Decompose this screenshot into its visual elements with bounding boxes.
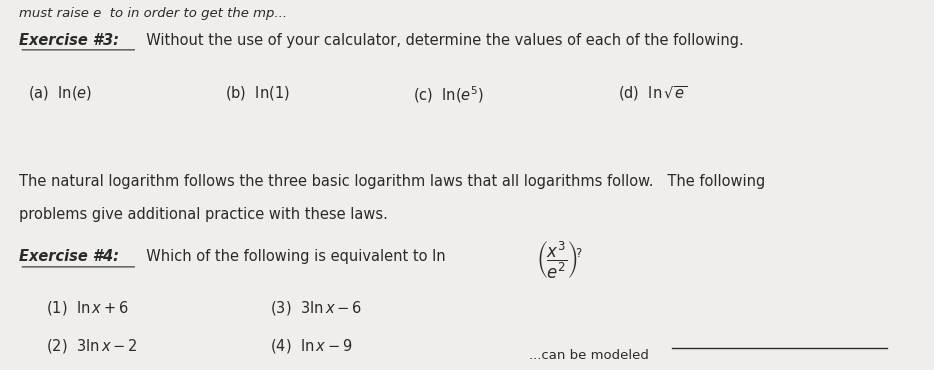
Text: (a)  $\ln(e)$: (a) $\ln(e)$ bbox=[28, 84, 92, 102]
Text: Which of the following is equivalent to ln: Which of the following is equivalent to … bbox=[137, 249, 446, 264]
Text: The natural logarithm follows the three basic logarithm laws that all logarithms: The natural logarithm follows the three … bbox=[20, 174, 766, 189]
Text: $\left(\dfrac{x^3}{e^2}\right)^{\!\!?}$: $\left(\dfrac{x^3}{e^2}\right)^{\!\!?}$ bbox=[536, 240, 583, 282]
Text: (d)  $\ln\sqrt{e}$: (d) $\ln\sqrt{e}$ bbox=[618, 84, 688, 103]
Text: Without the use of your calculator, determine the values of each of the followin: Without the use of your calculator, dete… bbox=[137, 33, 744, 48]
Text: (1)  $\ln x + 6$: (1) $\ln x + 6$ bbox=[46, 299, 129, 317]
Text: Exercise #3:: Exercise #3: bbox=[20, 33, 120, 48]
Text: problems give additional practice with these laws.: problems give additional practice with t… bbox=[20, 207, 389, 222]
Text: Exercise #4:: Exercise #4: bbox=[20, 249, 120, 264]
Text: (3)  $3\ln x - 6$: (3) $3\ln x - 6$ bbox=[270, 299, 361, 317]
Text: (4)  $\ln x - 9$: (4) $\ln x - 9$ bbox=[270, 337, 352, 356]
Text: (2)  $3\ln x - 2$: (2) $3\ln x - 2$ bbox=[46, 337, 137, 356]
Text: must raise e  to in order to get the mp...: must raise e to in order to get the mp..… bbox=[20, 7, 288, 20]
Text: (b)  $\ln(1)$: (b) $\ln(1)$ bbox=[225, 84, 290, 102]
Text: ...can be modeled: ...can be modeled bbox=[529, 349, 649, 362]
Text: (c)  $\ln(e^5)$: (c) $\ln(e^5)$ bbox=[413, 84, 484, 105]
